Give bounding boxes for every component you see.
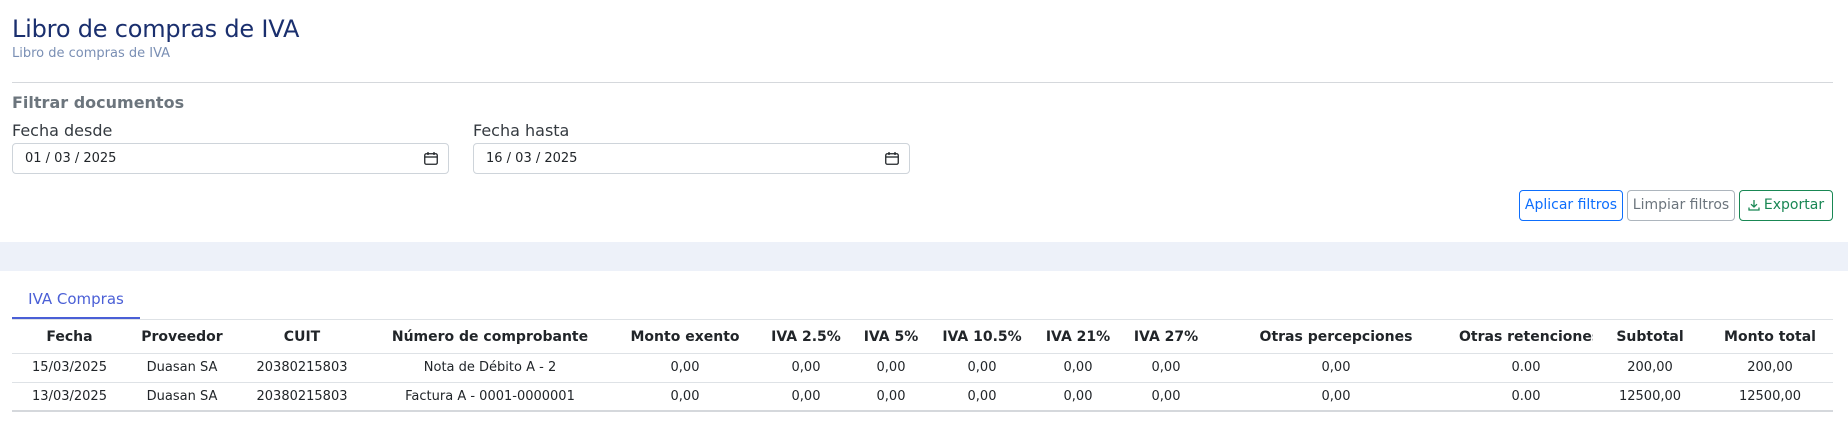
table-cell: 13/03/2025	[12, 382, 127, 412]
column-header: CUIT	[237, 322, 367, 354]
column-header: Subtotal	[1593, 322, 1707, 354]
table-cell: Duasan SA	[127, 382, 237, 412]
filter-section-title: Filtrar documentos	[12, 93, 185, 112]
column-header: IVA 5%	[855, 322, 927, 354]
table-body: 15/03/2025 Duasan SA 20380215803 Nota de Dé…	[12, 353, 1833, 412]
table-cell: 0,00	[757, 353, 855, 383]
table-cell: 200,00	[1707, 353, 1833, 383]
table-cell: 12500,00	[1593, 382, 1707, 412]
table-cell: 0,00	[1213, 382, 1459, 412]
table-header-row: Fecha Proveedor CUIT Número de comprobante M…	[12, 322, 1833, 354]
export-label: Exportar	[1763, 197, 1825, 213]
tab-iva-compras[interactable]: IVA Compras	[12, 282, 140, 319]
header-divider	[12, 82, 1833, 83]
date-from-value: 01 / 03 / 2025	[25, 151, 117, 166]
table-cell: 20380215803	[237, 353, 367, 383]
table-cell: Nota de Débito A - 2	[367, 353, 613, 383]
table-cell: Factura A - 0001-0000001	[367, 382, 613, 412]
column-header: Otras retenciones	[1459, 322, 1593, 354]
table-cell: 0,00	[1037, 382, 1119, 412]
apply-filters-button[interactable]: Aplicar filtros	[1519, 190, 1623, 221]
column-header: Monto total	[1707, 322, 1833, 354]
table-cell: 0,00	[927, 382, 1037, 412]
table-cell: 0,00	[1119, 353, 1213, 383]
table-cell: 0,00	[613, 353, 757, 383]
tab-underline	[12, 319, 1833, 320]
page-subtitle: Libro de compras de IVA	[12, 46, 171, 61]
column-header: Monto exento	[613, 322, 757, 354]
table-row[interactable]: 13/03/2025 Duasan SA 20380215803 Factura A …	[12, 382, 1833, 412]
column-header: Proveedor	[127, 322, 237, 354]
table-cell: 20380215803	[237, 382, 367, 412]
column-header: IVA 21%	[1037, 322, 1119, 354]
column-header: IVA 2.5%	[757, 322, 855, 354]
column-header: IVA 27%	[1119, 322, 1213, 354]
table-cell: 0,00	[1037, 353, 1119, 383]
table-header: Fecha Proveedor CUIT Número de comprobante M…	[12, 322, 1833, 354]
export-button[interactable]: Exportar	[1739, 190, 1833, 221]
table-cell: 0,00	[613, 382, 757, 412]
table-cell: 0.00	[1459, 382, 1593, 412]
date-from-label: Fecha desde	[12, 121, 113, 140]
table-cell: 0,00	[927, 353, 1037, 383]
page-header: Libro de compras de IVA Libro de compras…	[12, 14, 299, 62]
purchases-table: Fecha Proveedor CUIT Número de comprobante M…	[12, 322, 1833, 412]
clear-filters-button[interactable]: Limpiar filtros	[1627, 190, 1735, 221]
date-from-input[interactable]: 01 / 03 / 2025	[12, 143, 449, 174]
column-header: Fecha	[12, 322, 127, 354]
table-cell: 0,00	[757, 382, 855, 412]
date-to-label: Fecha hasta	[473, 121, 570, 140]
table-cell: 0,00	[1213, 353, 1459, 383]
download-icon	[1748, 200, 1760, 211]
column-header: Otras percepciones	[1213, 322, 1459, 354]
table-cell: 12500,00	[1707, 382, 1833, 412]
table-cell: 0.00	[1459, 353, 1593, 383]
column-header: IVA 10.5%	[927, 322, 1037, 354]
table-row[interactable]: 15/03/2025 Duasan SA 20380215803 Nota de Dé…	[12, 353, 1833, 383]
table-cell: 0,00	[1119, 382, 1213, 412]
page-title: Libro de compras de IVA	[12, 15, 300, 43]
table-cell: 15/03/2025	[12, 353, 127, 383]
column-header: Número de comprobante	[367, 322, 613, 354]
table-cell: 200,00	[1593, 353, 1707, 383]
calendar-icon[interactable]	[424, 152, 438, 165]
table-cell: 0,00	[855, 382, 927, 412]
section-separator	[0, 242, 1848, 271]
table-cell: 0,00	[855, 353, 927, 383]
date-to-input[interactable]: 16 / 03 / 2025	[473, 143, 910, 174]
date-to-value: 16 / 03 / 2025	[486, 151, 578, 166]
table-cell: Duasan SA	[127, 353, 237, 383]
calendar-icon[interactable]	[885, 152, 899, 165]
